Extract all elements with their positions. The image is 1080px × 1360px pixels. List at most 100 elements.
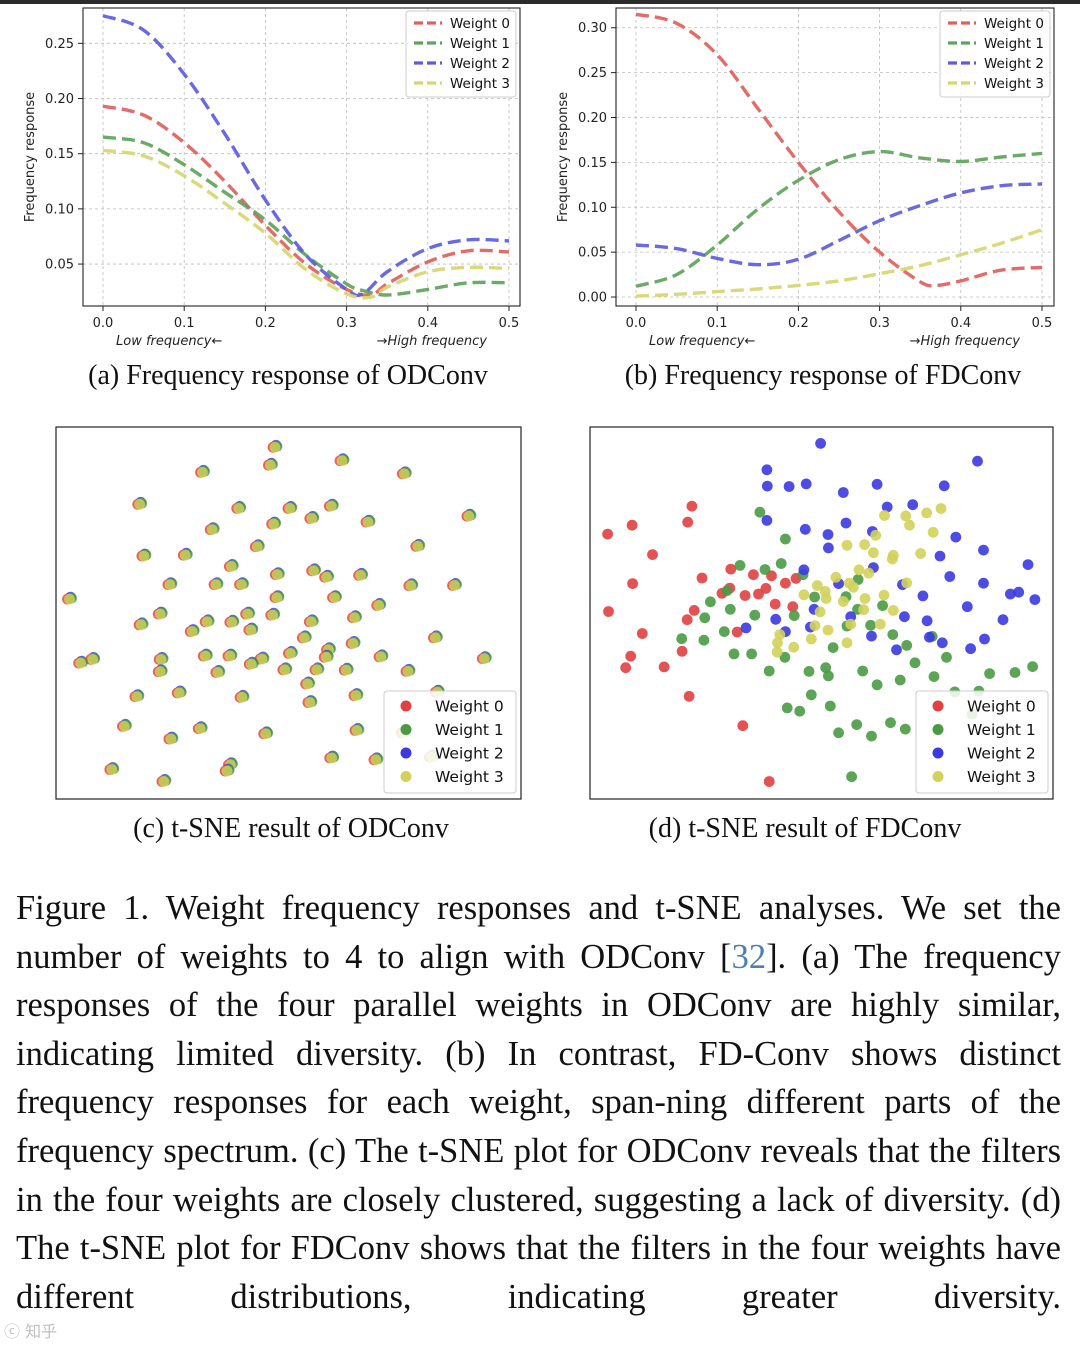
- scatter-point-weight-3: [197, 466, 208, 478]
- scatter-point-weight-2: [917, 590, 929, 602]
- citation-link[interactable]: 32: [731, 937, 767, 976]
- plot-frame: [82, 7, 521, 307]
- legend-label: Weight 1: [450, 36, 510, 52]
- scatter-point-weight-3: [449, 580, 460, 591]
- scatter-point-weight-3: [811, 580, 823, 591]
- scatter-point-weight-3: [269, 441, 281, 453]
- scatter-point-weight-0: [748, 569, 759, 581]
- scatter-point-weight-2: [799, 523, 811, 535]
- scatter-point-weight-1: [846, 771, 857, 783]
- scatter-point-weight-2: [950, 531, 962, 543]
- subfigure-caption: (b) Frequency response of FDConv: [625, 360, 1022, 391]
- scatter-point-weight-3: [75, 657, 86, 669]
- x-tick-label: 0.1: [707, 316, 728, 331]
- scatter-point-weight-0: [739, 590, 751, 601]
- scatter-point-weight-3: [210, 579, 222, 590]
- scatter-point-weight-1: [749, 609, 761, 621]
- scatter-point-weight-0: [688, 605, 700, 616]
- caption-intro: Figure 1. Weight frequency responses and…: [16, 889, 1061, 976]
- x-axis-high-label: →High frequency: [910, 334, 1021, 349]
- scatter-point-weight-1: [820, 662, 832, 674]
- scatter-point-weight-2: [1013, 586, 1025, 598]
- scatter-point-weight-3: [135, 619, 147, 631]
- scatter-point-weight-3: [271, 569, 283, 580]
- scatter-point-weight-2: [740, 622, 752, 634]
- scatter-point-weight-3: [64, 593, 75, 605]
- scatter-point-weight-3: [351, 725, 363, 736]
- subfigure-caption: (a) Frequency response of ODConv: [88, 360, 488, 391]
- scatter-point-weight-1: [676, 633, 688, 645]
- scatter-point-weight-1: [877, 600, 888, 611]
- scatter-point-weight-0: [636, 628, 648, 639]
- scatter-point-weight-1: [775, 558, 787, 569]
- legend-label: Weight 1: [967, 721, 1036, 739]
- scatter-point-weight-3: [879, 510, 890, 521]
- series-line-weight-1: [102, 135, 510, 297]
- scatter-point-weight-1: [928, 671, 940, 682]
- scatter-point-weight-0: [769, 598, 781, 610]
- x-axis-low-label: Low frequency←: [649, 334, 755, 349]
- x-tick-label: 0.2: [255, 316, 276, 331]
- scatter-point-weight-1: [909, 657, 921, 669]
- scatter-point-weight-0: [602, 528, 613, 540]
- scatter-point-weight-3: [874, 618, 886, 630]
- scatter-point-weight-0: [681, 614, 693, 626]
- scatter-point-weight-3: [251, 541, 263, 553]
- y-tick-label: 0.30: [578, 21, 607, 36]
- legend-marker: [932, 700, 944, 712]
- scatter-point-weight-1: [809, 591, 820, 603]
- scatter-point-weight-1: [699, 612, 711, 624]
- scatter-point-weight-3: [284, 503, 296, 514]
- scatter-point-weight-2: [961, 601, 973, 613]
- scatter-point-weight-2: [770, 613, 782, 625]
- scatter-point-weight-3: [165, 733, 177, 745]
- scatter-point-weight-3: [809, 620, 821, 631]
- scatter-point-weight-3: [267, 609, 279, 621]
- scatter-point-weight-1: [941, 651, 952, 663]
- scatter-point-weight-3: [830, 571, 842, 583]
- scatter-point-weight-1: [833, 727, 844, 739]
- x-tick-label: 0.5: [1032, 316, 1053, 331]
- scatter-point-weight-3: [106, 764, 118, 775]
- scatter-point-weight-3: [901, 577, 913, 589]
- scatter-point-weight-3: [87, 654, 99, 665]
- legend-label: Weight 3: [984, 76, 1044, 92]
- scatter-point-weight-1: [759, 564, 771, 575]
- scatter-point-weight-1: [698, 634, 710, 646]
- scatter-point-weight-3: [771, 646, 783, 658]
- caption-body: ]. (a) The frequency responses of the fo…: [16, 937, 1061, 1316]
- scatter-point-weight-3: [212, 667, 224, 678]
- scatter-point-weight-3: [325, 500, 337, 512]
- scatter-point-weight-0: [686, 500, 698, 512]
- scatter-point-weight-3: [279, 664, 291, 676]
- scatter-point-weight-2: [866, 630, 877, 642]
- scatter-point-weight-3: [887, 605, 899, 616]
- scatter-point-weight-1: [803, 666, 815, 677]
- scatter-point-weight-3: [256, 653, 268, 665]
- scatter-point-weight-2: [944, 571, 956, 582]
- scatter-point-weight-1: [866, 730, 877, 742]
- scatter-point-weight-3: [298, 632, 310, 644]
- scatter-point-weight-3: [921, 507, 932, 519]
- x-tick-label: 0.3: [869, 316, 890, 331]
- scatter-point-weight-3: [820, 593, 832, 604]
- scatter-point-weight-3: [798, 589, 810, 601]
- scatter-point-weight-0: [658, 661, 670, 673]
- scatter-point-weight-0: [625, 650, 637, 662]
- scatter-point-weight-1: [894, 674, 906, 686]
- scatter-point-weight-1: [746, 648, 757, 660]
- y-tick-label: 0.15: [45, 147, 74, 162]
- scatter-point-weight-1: [851, 719, 863, 730]
- legend-box: [383, 690, 517, 794]
- y-axis-label: Frequency response: [556, 92, 571, 222]
- y-tick-label: 0.05: [45, 258, 74, 273]
- scatter-point-weight-3: [119, 720, 130, 732]
- scatter-point-weight-2: [965, 643, 976, 655]
- top-border: [0, 0, 1080, 4]
- scatter-point-weight-3: [900, 510, 912, 522]
- scatter-point-weight-3: [355, 569, 366, 581]
- scatter-point-weight-2: [837, 487, 849, 498]
- legend-marker: [400, 747, 412, 759]
- scatter-point-weight-0: [760, 583, 772, 594]
- scatter-point-weight-3: [848, 581, 859, 593]
